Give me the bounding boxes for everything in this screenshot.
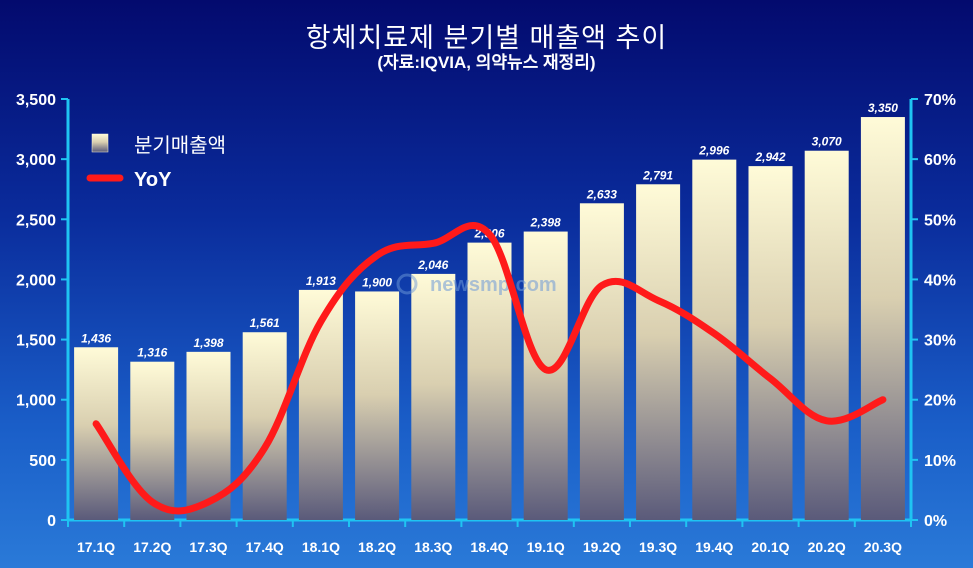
x-tick-label: 18.2Q xyxy=(358,539,396,555)
bar-data-label: 2,942 xyxy=(754,150,785,164)
yoy-point xyxy=(150,500,154,504)
y-tick-label: 2,000 xyxy=(16,272,56,289)
bar xyxy=(74,347,119,520)
y2-tick-label: 40% xyxy=(924,272,956,289)
x-tick-label: 17.4Q xyxy=(246,539,284,555)
bar-data-label: 2,398 xyxy=(530,216,561,230)
yoy-point xyxy=(656,298,660,302)
chart-subtitle: (자료:IQVIA, 의약뉴스 재정리) xyxy=(377,53,596,72)
bar-data-label: 1,900 xyxy=(362,275,392,289)
yoy-point xyxy=(544,368,548,372)
x-tick-label: 17.2Q xyxy=(133,539,171,555)
legend: 분기매출액 YoY xyxy=(86,133,226,191)
bar-data-label: 3,070 xyxy=(812,135,842,149)
bar-data-label: 1,316 xyxy=(137,346,167,360)
bar xyxy=(130,361,175,520)
yoy-point xyxy=(375,253,379,257)
bar xyxy=(242,332,287,520)
y-tick-label: 3,000 xyxy=(16,152,56,169)
yoy-point xyxy=(881,398,885,402)
x-tick-label: 17.3Q xyxy=(189,539,227,555)
watermark: newsmp.com xyxy=(396,273,557,296)
yoy-point xyxy=(94,422,98,426)
yoy-line-series xyxy=(92,222,887,515)
bar xyxy=(804,150,849,521)
x-tick-label: 18.1Q xyxy=(302,539,340,555)
bar-series xyxy=(74,117,905,521)
yoy-point xyxy=(769,377,772,381)
y2-tick-label: 30% xyxy=(924,333,956,350)
y-tick-label: 0 xyxy=(47,513,56,530)
bar xyxy=(411,273,456,520)
bar xyxy=(523,231,568,520)
y2-tick-label: 70% xyxy=(924,92,956,109)
bar-data-label: 2,633 xyxy=(586,187,617,201)
bar xyxy=(692,159,737,520)
y-tick-label: 3,500 xyxy=(16,92,56,109)
data-labels: 1,4361,3161,3981,5611,9131,9002,0462,306… xyxy=(81,101,898,360)
yoy-point xyxy=(319,320,323,324)
x-tick-label: 20.3Q xyxy=(864,539,902,555)
bar xyxy=(748,166,793,520)
yoy-point xyxy=(600,283,604,287)
bar-data-label: 2,791 xyxy=(642,168,673,182)
y2-tick-label: 0% xyxy=(924,513,947,530)
y-tick-label: 500 xyxy=(29,453,56,470)
axes: 0 500 1,000 1,500 2,000 2,500 3,000 3,500 0% 10% 2… xyxy=(16,92,956,555)
x-tick-label: 18.4Q xyxy=(470,539,508,555)
bar xyxy=(860,117,905,521)
y2-tick-label: 20% xyxy=(924,393,956,410)
y-tick-label: 2,500 xyxy=(16,212,56,229)
bar xyxy=(636,184,681,520)
bar-data-label: 1,913 xyxy=(306,274,336,288)
chart-title: 항체치료제 분기별 매출액 추이 xyxy=(305,23,668,53)
bar-data-label: 2,046 xyxy=(417,258,448,272)
watermark-text: newsmp.com xyxy=(430,274,557,296)
x-tick-label: 19.2Q xyxy=(583,539,621,555)
yoy-point xyxy=(825,419,829,423)
y2-tick-label: 10% xyxy=(924,453,956,470)
y-tick-label: 1,000 xyxy=(16,393,56,410)
yoy-point xyxy=(431,241,435,245)
yoy-point xyxy=(488,232,491,236)
yoy-line xyxy=(92,222,887,515)
y2-tick-label: 50% xyxy=(924,212,956,229)
bar xyxy=(467,242,512,520)
bar-data-label: 1,561 xyxy=(250,316,280,330)
x-tick-label: 18.3Q xyxy=(414,539,452,555)
x-tick-label: 20.1Q xyxy=(751,539,789,555)
yoy-point xyxy=(712,332,716,336)
legend-bar-label: 분기매출액 xyxy=(134,133,226,157)
x-tick-label: 19.1Q xyxy=(527,539,565,555)
bar-data-label: 3,350 xyxy=(868,101,898,115)
watermark-logo-icon xyxy=(396,273,418,295)
bar xyxy=(579,203,624,520)
bar-data-label: 2,996 xyxy=(698,144,729,158)
bar xyxy=(355,291,400,520)
bar-data-label: 1,436 xyxy=(81,331,111,345)
x-tick-label: 19.3Q xyxy=(639,539,677,555)
y-tick-label: 1,500 xyxy=(16,333,56,350)
yoy-point xyxy=(207,500,210,504)
legend-line-label: YoY xyxy=(134,169,172,191)
y2-tick-label: 60% xyxy=(924,152,956,169)
x-tick-label: 19.4Q xyxy=(695,539,733,555)
legend-bar-swatch xyxy=(91,133,109,153)
x-tick-label: 20.2Q xyxy=(808,539,846,555)
bar-data-label: 1,398 xyxy=(193,336,223,350)
yoy-point xyxy=(263,446,267,450)
x-tick-label: 17.1Q xyxy=(77,539,115,555)
